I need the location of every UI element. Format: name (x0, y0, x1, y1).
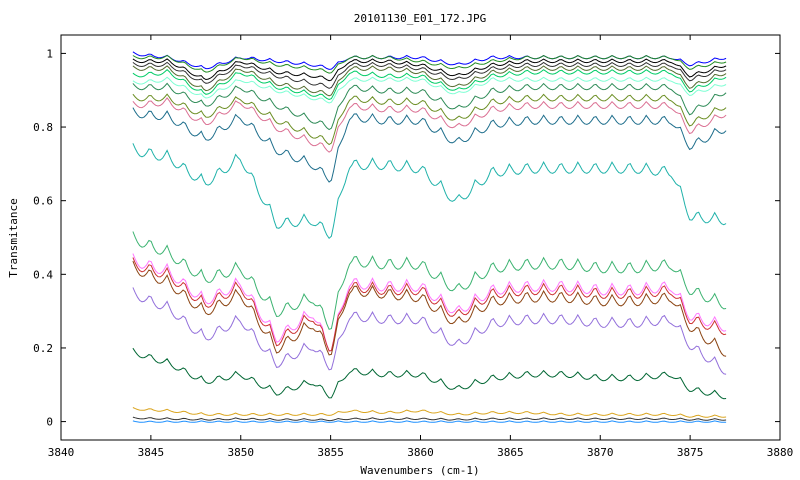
x-tick-label: 3880 (767, 446, 794, 459)
series-line (132, 65, 727, 97)
series-line (132, 82, 727, 131)
series-line (132, 143, 727, 240)
series-line (132, 420, 727, 423)
series-line (132, 253, 727, 352)
x-tick-label: 3875 (677, 446, 704, 459)
x-tick-label: 3840 (48, 446, 75, 459)
x-tick-label: 3865 (497, 446, 524, 459)
y-tick-label: 0.8 (33, 121, 53, 134)
y-tick-label: 0.4 (33, 268, 53, 281)
chart-title: 20101130_E01_172.JPG (354, 12, 486, 25)
series-line (132, 287, 727, 375)
series-line (132, 260, 727, 357)
x-axis: 3840 3845 3850 3855 3860 3865 3870 3875 3880 (48, 35, 794, 459)
x-axis-label: Wavenumbers (cm-1) (360, 464, 479, 477)
series-line (132, 231, 727, 330)
series-line (132, 61, 727, 89)
series-line (132, 407, 727, 418)
x-tick-label: 3860 (407, 446, 434, 459)
series-line (132, 347, 727, 400)
y-tick-label: 0.2 (33, 342, 53, 355)
series-layer (132, 51, 727, 423)
series-line (132, 54, 727, 74)
y-axis-label: Transmitance (7, 198, 20, 277)
series-line (132, 76, 727, 104)
series-line (132, 416, 727, 422)
y-axis: 0 0.2 0.4 0.6 0.8 1 (33, 47, 780, 429)
series-line (132, 58, 727, 82)
x-tick-label: 3850 (228, 446, 255, 459)
x-tick-label: 3855 (317, 446, 344, 459)
y-tick-label: 1 (46, 47, 53, 60)
y-tick-label: 0.6 (33, 195, 53, 208)
x-tick-label: 3870 (587, 446, 614, 459)
y-tick-label: 0 (46, 416, 53, 429)
x-tick-label: 3845 (138, 446, 165, 459)
series-line (132, 107, 727, 183)
series-line (132, 97, 727, 153)
series-line (132, 257, 727, 352)
series-line (132, 93, 727, 146)
series-line (132, 69, 727, 101)
